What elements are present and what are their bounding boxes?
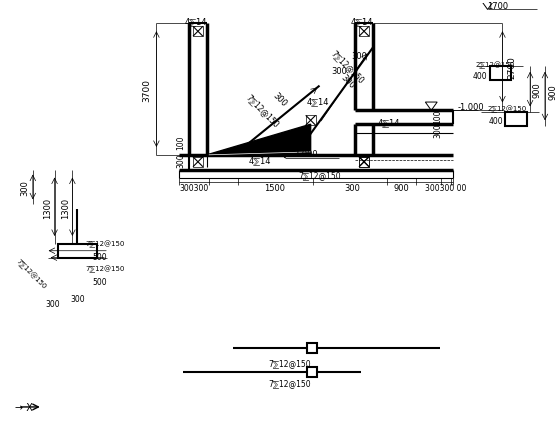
Bar (58, 244, 97, 258)
Text: 300: 300 (20, 180, 30, 196)
Text: -2.000: -2.000 (292, 150, 319, 159)
Text: 7⅀12@150: 7⅀12@150 (244, 93, 281, 129)
Text: 900: 900 (533, 82, 542, 98)
Text: 300: 300 (351, 53, 367, 61)
Text: 300: 300 (433, 124, 442, 138)
Text: 4⅀14: 4⅀14 (185, 17, 207, 26)
Bar (359, 157, 369, 167)
Text: 2⅀12@150: 2⅀12@150 (488, 106, 527, 113)
Text: 300: 300 (45, 299, 60, 308)
Bar (359, 27, 369, 37)
Text: 400: 400 (473, 72, 487, 81)
Bar (359, 157, 369, 167)
Text: 7⅀12@150: 7⅀12@150 (329, 49, 366, 85)
Text: 900: 900 (548, 85, 557, 100)
Text: 500: 500 (92, 253, 107, 261)
Text: -1.000: -1.000 (458, 102, 484, 112)
Text: 400: 400 (488, 117, 503, 125)
Text: → X: → X (15, 402, 33, 412)
Text: 300: 300 (338, 73, 356, 90)
Text: 7⅀12@150: 7⅀12@150 (269, 358, 311, 367)
Text: 2700: 2700 (508, 56, 517, 79)
Text: 3700: 3700 (142, 79, 151, 102)
Text: 900: 900 (394, 184, 409, 193)
Text: 2⅀12@150: 2⅀12@150 (476, 61, 515, 68)
Text: 4⅀14: 4⅀14 (351, 17, 374, 26)
Text: 4⅀14: 4⅀14 (306, 97, 329, 106)
Polygon shape (207, 125, 311, 155)
Text: 300: 300 (332, 67, 347, 76)
Text: 4⅀14: 4⅀14 (377, 118, 400, 127)
Text: 4⅀14: 4⅀14 (249, 156, 272, 165)
Text: 1700: 1700 (487, 2, 508, 11)
Text: 100: 100 (176, 135, 185, 150)
Text: 500: 500 (92, 277, 107, 286)
Text: 7⅀12@150: 7⅀12@150 (269, 378, 311, 387)
Text: 300: 300 (271, 91, 289, 108)
Bar (307, 343, 316, 353)
Text: 7⅀12@150: 7⅀12@150 (85, 265, 124, 272)
Text: 1500: 1500 (264, 184, 286, 193)
Bar (193, 157, 203, 167)
Text: 300: 300 (70, 294, 85, 303)
Text: 300: 300 (176, 153, 185, 168)
Text: 7⅀12@150: 7⅀12@150 (85, 240, 124, 248)
Text: 300300 00: 300300 00 (426, 184, 467, 193)
Text: 300300: 300300 (179, 184, 208, 193)
Text: 1300: 1300 (61, 197, 70, 218)
Bar (307, 367, 316, 378)
Bar (489, 67, 511, 81)
Text: 7⅀12@150: 7⅀12@150 (15, 258, 48, 290)
Text: 1300: 1300 (43, 197, 52, 218)
Text: 100: 100 (433, 109, 442, 123)
Bar (506, 113, 527, 127)
Bar (306, 116, 316, 126)
Text: 300: 300 (344, 184, 360, 193)
Bar (193, 27, 203, 37)
Text: 7⅀12@150: 7⅀12@150 (298, 171, 341, 180)
